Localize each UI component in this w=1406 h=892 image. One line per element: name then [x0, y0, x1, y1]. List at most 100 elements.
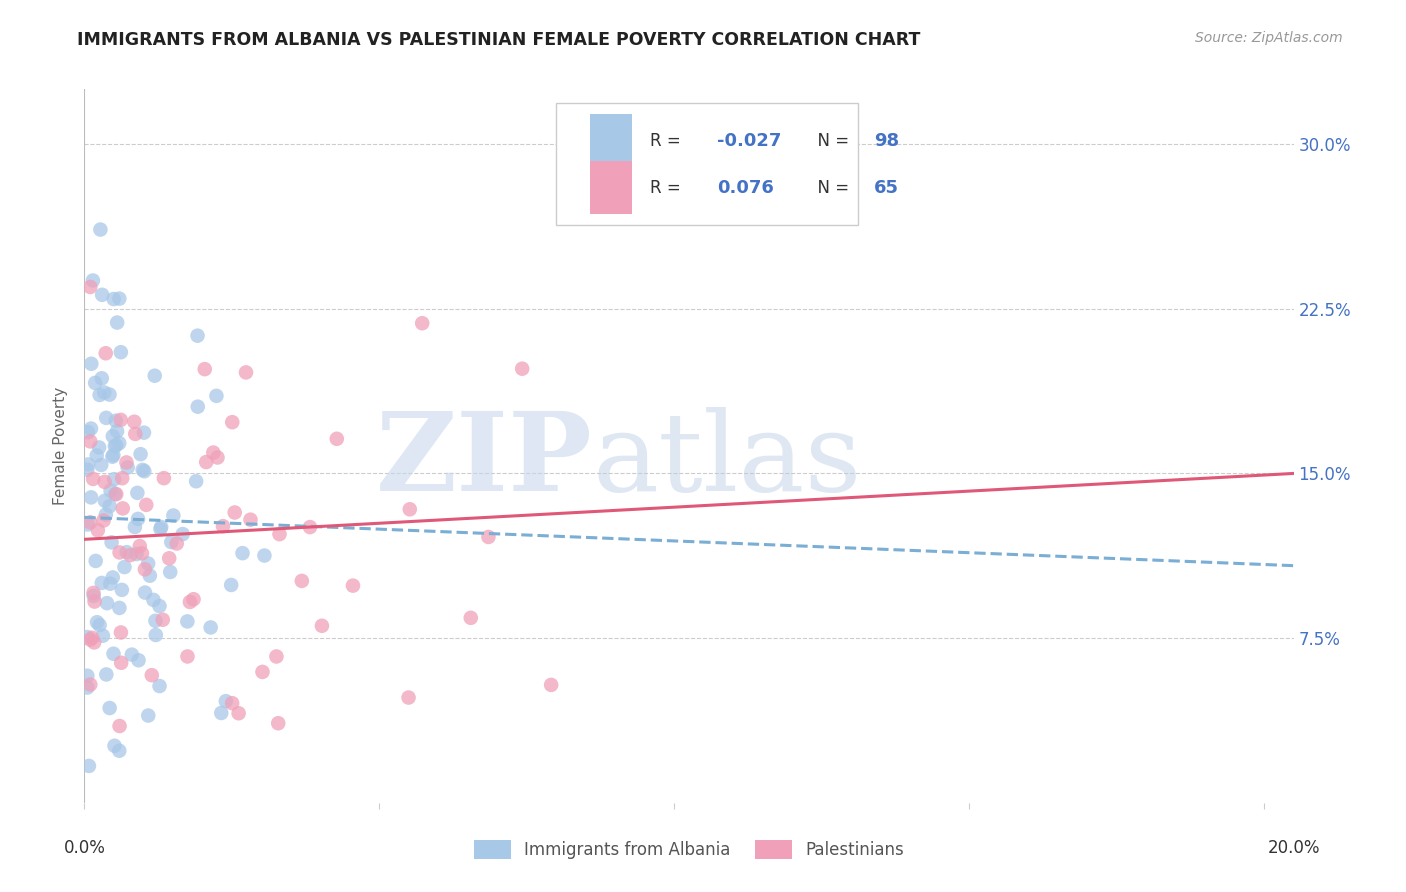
Point — [145, 628, 167, 642]
Text: 0.0%: 0.0% — [63, 838, 105, 856]
Point — [108, 292, 131, 306]
Point — [228, 706, 250, 721]
Point — [460, 611, 482, 625]
Point — [411, 316, 433, 330]
Point — [212, 519, 235, 533]
Point — [132, 425, 155, 440]
Point — [125, 547, 148, 561]
Point — [83, 589, 105, 603]
Point — [183, 592, 205, 607]
Point — [269, 527, 291, 541]
Point — [94, 346, 117, 360]
Point — [110, 345, 132, 359]
Point — [221, 415, 243, 429]
Point — [176, 649, 198, 664]
Point — [207, 450, 229, 465]
Point — [231, 546, 253, 560]
Point — [91, 287, 114, 301]
Point — [221, 696, 243, 710]
Point — [93, 475, 115, 489]
Text: 98: 98 — [875, 132, 898, 150]
Point — [179, 595, 201, 609]
Point — [194, 362, 217, 376]
Point — [82, 586, 104, 600]
Point — [96, 410, 118, 425]
Point — [100, 483, 122, 498]
Point — [117, 460, 139, 475]
Point — [157, 551, 180, 566]
Point — [291, 574, 314, 588]
Point — [84, 554, 107, 568]
FancyBboxPatch shape — [589, 114, 633, 168]
Point — [76, 669, 98, 683]
Point — [96, 596, 118, 610]
Point — [101, 570, 124, 584]
Point — [79, 677, 101, 691]
Point — [398, 502, 420, 516]
Point — [91, 629, 114, 643]
Point — [120, 548, 142, 562]
Point — [267, 716, 290, 731]
Point — [148, 599, 170, 613]
Text: ZIP: ZIP — [375, 407, 592, 514]
Point — [110, 656, 132, 670]
Point — [76, 463, 98, 477]
Point — [152, 613, 174, 627]
Point — [89, 618, 111, 632]
Point — [128, 539, 150, 553]
Point — [108, 719, 131, 733]
Point — [80, 357, 103, 371]
Point — [80, 421, 103, 435]
Point — [166, 536, 188, 550]
Point — [105, 424, 128, 438]
Point — [76, 517, 98, 532]
Text: IMMIGRANTS FROM ALBANIA VS PALESTINIAN FEMALE POVERTY CORRELATION CHART: IMMIGRANTS FROM ALBANIA VS PALESTINIAN F… — [77, 31, 921, 49]
Point — [77, 759, 100, 773]
Point — [89, 388, 111, 402]
Point — [172, 527, 194, 541]
Point — [76, 681, 98, 695]
FancyBboxPatch shape — [589, 161, 633, 214]
Point — [108, 545, 131, 559]
Point — [94, 508, 117, 522]
Text: -0.027: -0.027 — [717, 132, 782, 150]
Point — [104, 414, 127, 428]
Point — [77, 425, 100, 439]
Point — [82, 273, 104, 287]
Point — [139, 568, 162, 582]
Point — [129, 447, 152, 461]
Text: atlas: atlas — [592, 407, 862, 514]
Point — [86, 615, 108, 630]
Point — [159, 565, 181, 579]
Point — [77, 458, 100, 472]
Point — [186, 328, 208, 343]
Point — [148, 679, 170, 693]
Point — [104, 439, 127, 453]
Point — [83, 635, 105, 649]
Text: Source: ZipAtlas.com: Source: ZipAtlas.com — [1195, 31, 1343, 45]
Point — [90, 371, 112, 385]
Point — [103, 647, 125, 661]
Point — [131, 463, 153, 477]
Point — [108, 601, 131, 615]
Point — [93, 385, 115, 400]
Point — [162, 508, 184, 523]
Point — [79, 280, 101, 294]
Y-axis label: Female Poverty: Female Poverty — [53, 387, 69, 505]
Text: R =: R = — [650, 132, 686, 150]
Point — [82, 631, 104, 645]
Point — [145, 614, 167, 628]
Point — [187, 400, 209, 414]
Text: 65: 65 — [875, 178, 898, 196]
Point — [149, 522, 172, 536]
Point — [143, 368, 166, 383]
Point — [195, 455, 218, 469]
Point — [150, 520, 173, 534]
Point — [98, 387, 121, 401]
Point — [298, 520, 321, 534]
Point — [510, 361, 533, 376]
Point — [326, 432, 349, 446]
Point — [114, 560, 136, 574]
Point — [90, 458, 112, 472]
Point — [202, 445, 225, 459]
